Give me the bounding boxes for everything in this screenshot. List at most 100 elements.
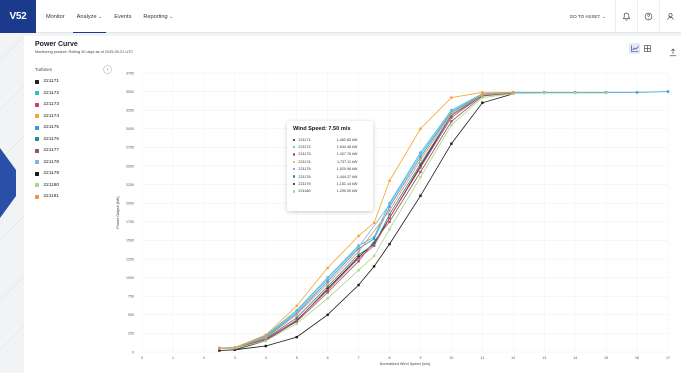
turbine-name: 221176 [43,136,60,142]
data-point-221174 [326,266,329,270]
line-chart-view-button[interactable] [629,43,640,54]
turbine-legend-item[interactable]: 221177 [35,145,115,157]
user-menu-button[interactable] [659,0,681,33]
y-tick-label: 1250 [126,257,134,261]
app-logo[interactable]: V52 [0,0,36,33]
turbine-legend-item[interactable]: 221175 [35,122,115,134]
export-button[interactable] [669,44,677,62]
turbine-name: 221179 [43,171,60,177]
turbine-name: 221175 [43,125,60,131]
nav-monitor-label: Monitor [46,13,65,20]
y-tick-label: 3750 [126,71,134,75]
data-point-221179 [295,335,298,339]
data-point-221175 [388,205,391,209]
nav-events[interactable]: Events [114,0,131,33]
tooltip-series-value: 1,151.14 kW [336,182,358,187]
data-point-221177 [419,170,422,174]
chevron-down-icon: ⌄ [169,13,174,20]
top-navigation-bar: V52 Monitor Analyze ⌄ Events Reporting ⌄ G… [0,0,681,33]
power-curve-chart: 0250500750100012501500175020002250250027… [116,71,670,366]
data-point-221178 [388,203,391,206]
turbine-name: 221181 [43,194,60,200]
x-tick-label: 16 [635,356,639,360]
nav-analyze[interactable]: Analyze ⌄ [72,0,106,33]
data-point-221172 [372,235,376,239]
data-point-221175 [295,312,298,315]
turbine-legend: Turbines 221171 221172 221173 221174 221175 2… [35,67,115,203]
x-tick-label: 15 [604,356,608,360]
y-tick-label: 0 [132,350,134,354]
data-point-221171 [326,287,329,290]
series-line-221173 [219,92,514,349]
data-point-221173 [450,116,453,119]
data-point-221180 [388,228,391,231]
nav-monitor[interactable]: Monitor [46,0,65,33]
data-point-221181 [357,250,360,253]
data-point-221180 [573,91,577,95]
tooltip-series-name: 221171: [298,137,312,142]
help-button[interactable] [637,0,659,33]
x-tick-label: 14 [573,356,577,360]
turbine-legend-item[interactable]: 221179 [35,168,115,180]
y-tick-label: 3250 [126,109,134,113]
turbine-legend-item[interactable]: 221178 [35,157,115,169]
y-tick-label: 500 [128,313,134,317]
goto-asset-button[interactable]: GO TO ASSET ⌄ [561,0,615,33]
turbine-name: 221178 [43,159,60,165]
data-point-221172 [295,309,298,312]
data-point-221179 [357,283,360,287]
turbine-legend-item[interactable]: 221173 [35,99,115,111]
grid-icon [644,45,651,52]
main-nav: Monitor Analyze ⌄ Events Reporting ⌄ [46,0,173,33]
turbine-legend-item[interactable]: 221174 [35,111,115,123]
data-point-221178 [357,245,360,249]
chevron-down-icon: ⌄ [601,13,606,20]
export-icon [669,48,677,57]
data-point-221174 [419,127,422,130]
y-tick-label: 3000 [126,127,134,131]
data-point-221171 [419,164,422,168]
data-point-221172 [357,244,360,247]
data-point-221179 [388,242,391,246]
nav-events-label: Events [114,13,132,20]
y-tick-label: 1000 [126,276,134,280]
turbine-legend-item[interactable]: 221181 [35,191,115,203]
series-dot [293,160,296,164]
turbine-legend-item[interactable]: 221171 [35,76,115,88]
tooltip-series-value: 1,520.98 kW [336,167,358,172]
nav-reporting[interactable]: Reporting ⌄ [143,0,173,33]
notifications-button[interactable] [615,0,637,33]
data-point-221181 [264,336,267,340]
x-tick-label: 4 [265,356,267,360]
data-point-221179 [326,313,329,316]
y-tick-label: 250 [128,332,134,336]
data-point-221172 [388,202,391,205]
turbine-color-swatch [35,194,40,199]
x-tick-label: 13 [542,356,546,360]
turbine-name: 221171 [43,79,60,85]
help-icon [644,12,653,21]
data-point-221180 [326,297,329,300]
data-point-221172 [326,276,329,279]
collapse-sidebar-button[interactable]: ‹ [103,65,112,74]
chevron-left-icon: ‹ [106,66,109,73]
data-point-221177 [295,320,298,323]
turbine-legend-item[interactable]: 221176 [35,134,115,146]
data-point-221180 [357,268,360,272]
grid-view-button[interactable] [642,43,653,54]
turbine-legend-item[interactable]: 221172 [35,88,115,100]
tooltip-series-name: 221179: [298,182,312,187]
series-dot [293,182,296,186]
turbine-name: 221173 [43,102,60,108]
data-point-221179 [233,348,237,351]
tooltip-series-name: 221176: [298,174,312,179]
turbine-legend-item[interactable]: 221180 [35,180,115,192]
y-tick-label: 1500 [126,239,134,243]
tooltip-row: 221175: 1,520.98 kW [293,166,368,173]
y-tick-label: 3500 [126,90,134,94]
data-point-221180 [481,96,484,99]
turbine-name: 221174 [43,113,60,119]
data-point-221173 [388,216,391,220]
data-point-221179 [419,194,422,197]
turbines-heading: Turbines [35,67,52,72]
